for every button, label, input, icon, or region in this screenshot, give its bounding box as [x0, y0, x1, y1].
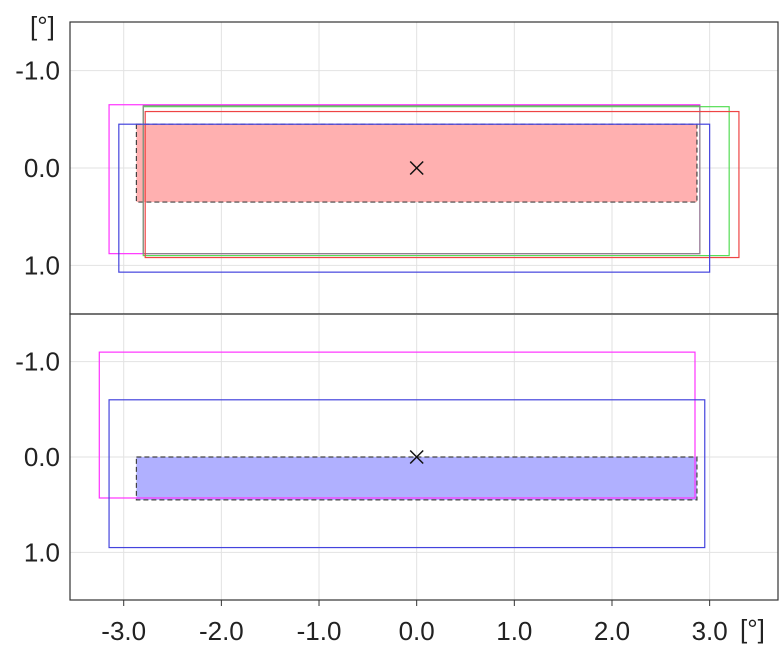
y-tick-label: 0.0	[24, 442, 60, 472]
x-tick-label: 2.0	[594, 616, 630, 646]
outline-rect	[108, 399, 706, 549]
filled-region-rect	[135, 456, 698, 501]
y-tick-label: -1.0	[15, 56, 60, 86]
filled-region-rect	[135, 123, 698, 203]
x-axis: -3.0 -2.0 -1.0 0.0 1.0 2.0 3.0	[101, 600, 728, 646]
y-axis-unit-label: [°]	[30, 11, 55, 41]
x-tick-label: -2.0	[199, 616, 244, 646]
outline-rect	[118, 123, 711, 273]
x-tick-label: -3.0	[101, 616, 146, 646]
y-tick-label: -1.0	[15, 347, 60, 377]
x-tick-label: 1.0	[496, 616, 532, 646]
lower-panel: -1.0 0.0 1.0	[15, 313, 779, 601]
outline-rect	[142, 105, 701, 255]
x-tick-label: 0.0	[399, 616, 435, 646]
panel-frame	[69, 313, 779, 601]
x-tick-label: 3.0	[692, 616, 728, 646]
y-tick-label: 0.0	[24, 153, 60, 183]
y-tick-label: 1.0	[24, 537, 60, 567]
upper-panel: -1.0 0.0 1.0	[15, 21, 779, 315]
center-marker-stroke	[409, 160, 424, 176]
x-axis-unit-label: [°]	[740, 614, 765, 644]
outline-rect	[144, 110, 740, 259]
x-tick-label: -1.0	[297, 616, 342, 646]
center-marker-stroke	[409, 449, 424, 465]
y-tick-label: 1.0	[24, 250, 60, 280]
outline-rect	[98, 351, 696, 499]
